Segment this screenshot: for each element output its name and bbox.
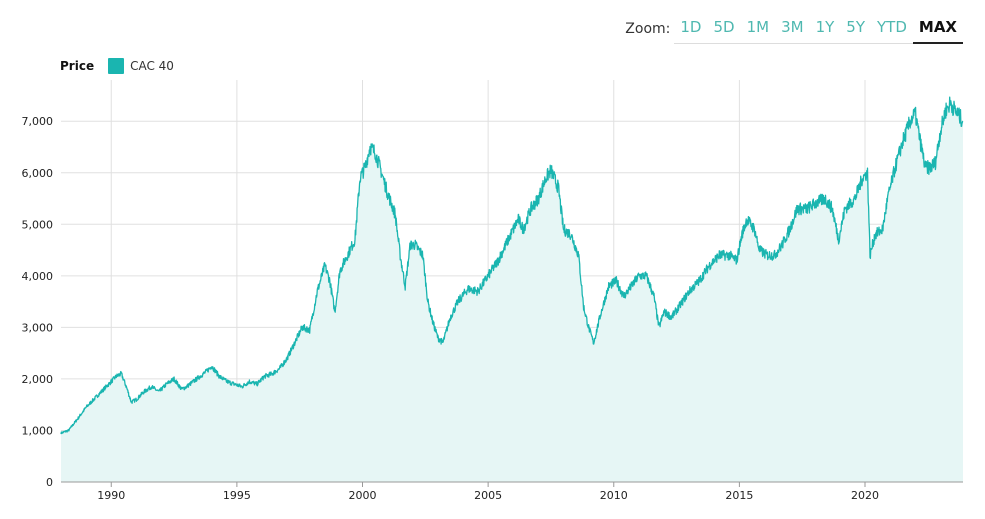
y-tick-label: 6,000 [22,167,54,180]
x-axis: 1990 1995 2000 2005 2010 2015 2020 [97,482,879,502]
legend: Price CAC 40 [60,58,174,74]
y-tick-label: 4,000 [22,270,54,283]
x-tick-label: 1995 [223,489,251,502]
zoom-5y-button[interactable]: 5Y [840,14,871,44]
y-tick-label: 1,000 [22,424,54,437]
zoom-bar: Zoom: 1D 5D 1M 3M 1Y 5Y YTD MAX [625,14,963,44]
y-tick-label: 3,000 [22,321,54,334]
y-axis: 0 1,000 2,000 3,000 4,000 5,000 6,000 7,000 [22,115,54,489]
series-line[interactable] [60,96,964,435]
y-tick-label: 7,000 [22,115,54,128]
legend-series-label[interactable]: CAC 40 [130,59,174,73]
series-area-fill [61,97,963,482]
y-tick-label: 5,000 [22,218,54,231]
zoom-3m-button[interactable]: 3M [775,14,810,44]
zoom-max-button[interactable]: MAX [912,14,963,44]
zoom-1d-button[interactable]: 1D [674,14,708,44]
zoom-1m-button[interactable]: 1M [740,14,776,44]
x-tick-label: 2000 [349,489,377,502]
zoom-1y-button[interactable]: 1Y [809,14,841,44]
legend-swatch[interactable] [108,58,125,74]
legend-title: Price [60,59,95,73]
y-tick-label: 2,000 [22,373,54,386]
zoom-ytd-button[interactable]: YTD [871,14,913,44]
zoom-5d-button[interactable]: 5D [707,14,741,44]
zoom-label: Zoom: [625,21,671,37]
x-tick-label: 2015 [725,489,753,502]
x-tick-label: 2005 [474,489,502,502]
x-tick-label: 2010 [600,489,628,502]
y-tick-label: 0 [46,476,53,489]
x-tick-label: 1990 [97,489,125,502]
x-tick-label: 2020 [851,489,879,502]
